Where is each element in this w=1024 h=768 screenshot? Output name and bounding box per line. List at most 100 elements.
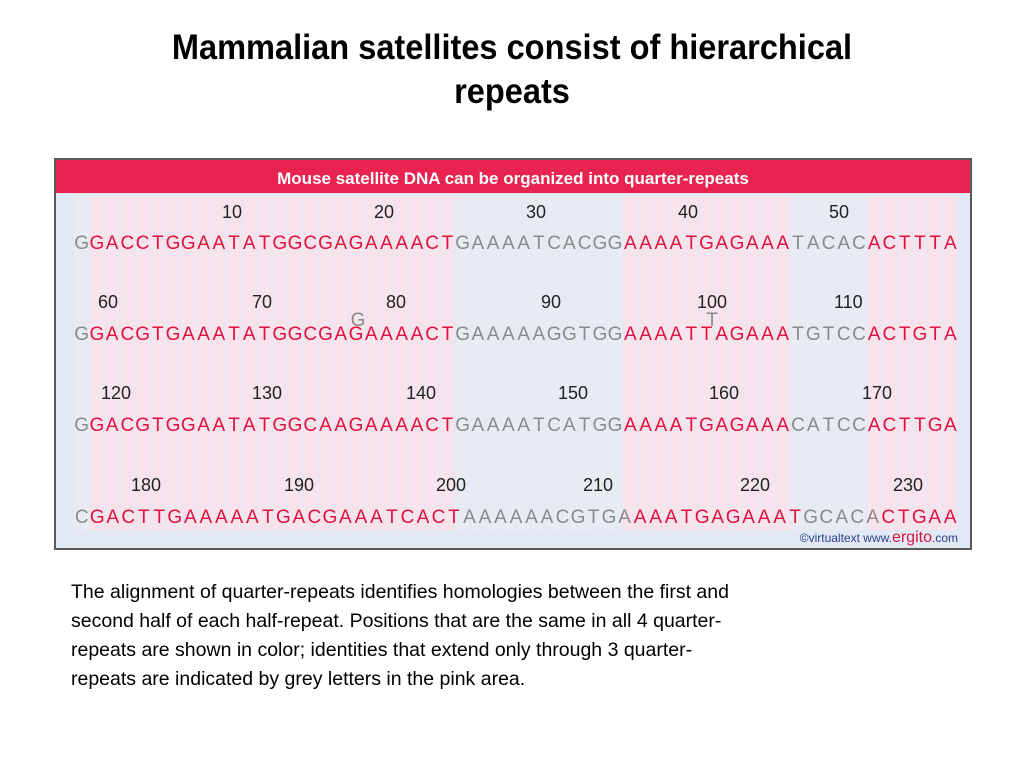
sequence-base: A <box>365 233 378 254</box>
slide-title-line-2: repeats <box>454 72 570 111</box>
sequence-base: T <box>899 415 911 436</box>
sequence-base: A <box>837 233 850 254</box>
sequence-base: A <box>106 233 119 254</box>
sequence-base: T <box>259 233 271 254</box>
sequence-base: G <box>592 233 607 254</box>
sequence-base: G <box>135 415 150 436</box>
sequence-base: A <box>106 415 119 436</box>
position-number: 220 <box>740 475 770 495</box>
sequence-base: T <box>929 324 941 345</box>
sequence-base: A <box>670 415 683 436</box>
inserted-base: T <box>706 310 718 331</box>
position-number: 140 <box>406 383 436 403</box>
sequence-base: A <box>715 233 728 254</box>
sequence-base: A <box>776 415 789 436</box>
sequence-base: T <box>448 507 460 528</box>
sequence-base: T <box>588 507 600 528</box>
sequence-base: G <box>455 415 470 436</box>
sequence-base: A <box>395 324 408 345</box>
sequence-base: T <box>442 233 454 254</box>
column-band <box>165 196 181 530</box>
sequence-base: A <box>106 507 119 528</box>
position-number: 210 <box>583 475 613 495</box>
sequence-base: A <box>670 233 683 254</box>
column-band <box>440 196 455 530</box>
sequence-base: G <box>349 324 364 345</box>
sequence-base: A <box>199 507 212 528</box>
column-band <box>684 196 699 530</box>
column-band <box>821 196 836 530</box>
sequence-base: G <box>592 415 607 436</box>
sequence-base: T <box>152 415 164 436</box>
sequence-base: T <box>228 324 240 345</box>
sequence-base: C <box>837 415 851 436</box>
sequence-base: A <box>517 233 530 254</box>
sequence-base: A <box>380 324 393 345</box>
position-number: 180 <box>131 475 161 495</box>
sequence-base: T <box>262 507 274 528</box>
alignment-diagram: Mouse satellite DNA can be organized int… <box>56 160 970 548</box>
sequence-base: A <box>525 507 538 528</box>
sequence-base: C <box>121 507 135 528</box>
sequence-base: A <box>472 415 485 436</box>
sequence-base: A <box>334 233 347 254</box>
sequence-base: A <box>411 233 424 254</box>
sequence-base: A <box>761 324 774 345</box>
sequence-base: A <box>649 507 662 528</box>
sequence-base: G <box>349 233 364 254</box>
sequence-base: T <box>899 324 911 345</box>
credit-suffix: .com <box>932 531 958 545</box>
sequence-base: G <box>602 507 617 528</box>
column-band <box>928 196 943 530</box>
sequence-base: A <box>670 324 683 345</box>
column-band <box>104 196 120 530</box>
sequence-base: A <box>212 415 225 436</box>
sequence-base: G <box>562 324 577 345</box>
satellite-dna-figure: Mouse satellite DNA can be organized int… <box>54 158 972 550</box>
sequence-base: T <box>152 233 164 254</box>
column-band <box>867 196 882 530</box>
sequence-base: C <box>883 415 897 436</box>
sequence-base: A <box>411 324 424 345</box>
sequence-base: A <box>502 233 515 254</box>
sequence-base: A <box>472 324 485 345</box>
sequence-base: C <box>881 507 895 528</box>
sequence-base: A <box>665 507 678 528</box>
column-band <box>455 196 470 530</box>
column-band <box>257 196 272 530</box>
sequence-base: C <box>136 233 150 254</box>
sequence-base: A <box>197 415 210 436</box>
sequence-base: C <box>425 324 439 345</box>
sequence-base: C <box>852 324 866 345</box>
sequence-base: A <box>380 233 393 254</box>
sequence-base: G <box>928 415 943 436</box>
column-band <box>287 196 303 530</box>
sequence-base: C <box>547 415 561 436</box>
sequence-base: A <box>355 507 368 528</box>
sequence-base: G <box>912 507 927 528</box>
sequence-base: A <box>758 507 771 528</box>
sequence-base: A <box>197 324 210 345</box>
column-band <box>486 196 501 530</box>
sequence-base: A <box>711 507 724 528</box>
caption-line-4: repeats are indicated by grey letters in… <box>71 668 526 690</box>
sequence-base: T <box>898 507 910 528</box>
column-band <box>409 196 425 530</box>
sequence-base: A <box>776 324 789 345</box>
sequence-base: C <box>883 324 897 345</box>
position-number: 50 <box>829 202 849 222</box>
sequence-base: C <box>556 507 570 528</box>
sequence-base: C <box>822 233 836 254</box>
sequence-base: G <box>730 233 745 254</box>
sequence-base: C <box>120 324 134 345</box>
column-band <box>623 196 638 530</box>
column-band <box>211 196 226 530</box>
sequence-base: A <box>746 233 759 254</box>
column-band <box>303 196 318 530</box>
sequence-base: A <box>715 415 728 436</box>
sequence-base: A <box>517 324 530 345</box>
sequence-base: A <box>212 324 225 345</box>
sequence-base: A <box>472 233 485 254</box>
column-band <box>592 196 607 530</box>
sequence-base: A <box>654 324 667 345</box>
